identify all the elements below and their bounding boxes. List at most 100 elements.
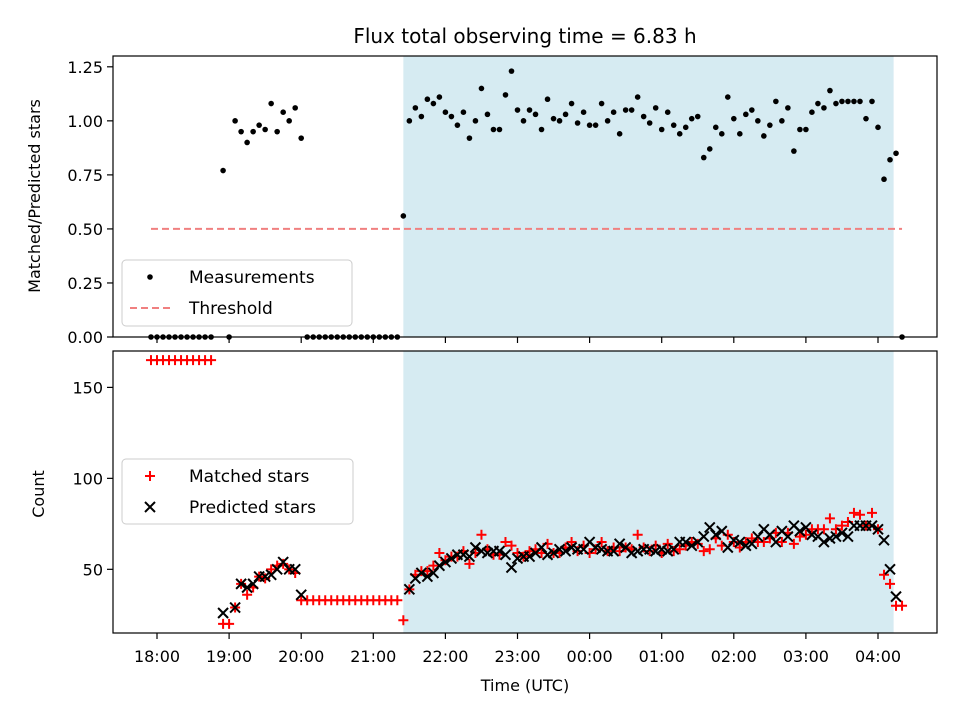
measurement-point: [791, 148, 797, 154]
x-tick-label: 23:00: [494, 647, 540, 666]
matched-star-point: [728, 537, 739, 548]
measurement-point: [472, 118, 479, 124]
measurement-point: [430, 100, 437, 107]
measurement-point: [839, 98, 845, 105]
measurement-point: [478, 85, 485, 92]
measurement-point: [562, 111, 569, 118]
predicted-star-point: [866, 519, 878, 532]
measurement-point: [220, 167, 226, 174]
top-observing-window: [403, 56, 894, 337]
predicted-star-point: [734, 536, 746, 548]
matched-star-point: [788, 538, 799, 549]
predicted-star-point: [794, 525, 806, 537]
top-y-tick-label: 0.25: [67, 274, 103, 293]
legend-label: Matched stars: [189, 467, 309, 487]
predicted-star-point: [878, 534, 890, 546]
measurement-point: [670, 122, 677, 128]
predicted-star-point: [523, 550, 536, 563]
measurement-point: [250, 128, 256, 135]
measurement-point: [749, 107, 755, 113]
matched-star-point: [398, 615, 409, 626]
matched-star-point: [266, 564, 277, 575]
measurement-point: [857, 98, 863, 105]
predicted-star-point: [289, 563, 301, 576]
predicted-star-point: [559, 545, 572, 557]
measurement-point: [436, 94, 443, 100]
predicted-star-point: [415, 567, 428, 579]
measurement-point: [406, 118, 413, 124]
measurement-point: [652, 105, 659, 111]
predicted-star-point: [698, 530, 710, 543]
bottom-series-predicted-stars: [217, 519, 902, 619]
measurement-point: [833, 100, 839, 107]
measurement-point: [893, 150, 899, 157]
matched-star-point: [464, 558, 475, 569]
measurement-point: [724, 94, 731, 100]
measurement-point: [682, 124, 689, 131]
top-y-tick-label: 1.25: [67, 58, 103, 77]
legend-marker-matched: [145, 471, 155, 481]
measurement-point: [761, 133, 767, 139]
predicted-star-point: [235, 578, 247, 590]
measurement-point: [869, 98, 875, 105]
measurement-point: [604, 118, 611, 124]
bottom-panel: 50 100 150 18:00 19:00 20:00 21:00 22:00 23:00 00…: [72, 350, 938, 666]
measurement-point: [586, 122, 593, 128]
predicted-star-point: [421, 570, 434, 583]
matched-star-point: [392, 595, 403, 606]
x-tick-label: 19:00: [206, 647, 252, 666]
measurement-point: [694, 113, 701, 120]
measurement-point: [568, 100, 575, 107]
matched-star-point: [428, 560, 439, 571]
matched-star-point: [590, 544, 601, 555]
measurement-point: [466, 135, 473, 141]
measurement-point: [454, 122, 461, 128]
measurement-point: [292, 105, 298, 111]
predicted-star-point: [872, 523, 884, 536]
bottom-axes-frame: [112, 350, 938, 634]
measurement-point: [232, 118, 238, 124]
measurement-point: [514, 107, 521, 113]
legend-label: Predicted stars: [189, 498, 316, 518]
top-legend: Measurements Threshold: [121, 259, 353, 327]
measurement-point: [538, 126, 545, 133]
predicted-star-point: [842, 530, 854, 543]
measurement-point: [664, 109, 671, 115]
measurement-point: [496, 126, 503, 133]
bottom-y-tick-label: 150: [72, 378, 103, 397]
predicted-star-point: [445, 552, 458, 565]
predicted-star-point: [884, 563, 896, 576]
predicted-star-point: [710, 529, 722, 541]
measurement-point: [274, 128, 280, 135]
top-axes-frame: [112, 55, 938, 338]
measurement-point: [418, 113, 425, 120]
matched-star-point: [794, 531, 805, 542]
matched-star-point: [278, 558, 289, 569]
measurement-point: [574, 120, 581, 126]
measurement-point: [448, 113, 455, 120]
bottom-legend: Matched stars Predicted stars: [121, 458, 354, 525]
measurement-point: [845, 98, 851, 105]
matched-star-point: [854, 509, 865, 520]
measurement-point: [767, 122, 773, 128]
matched-star-point: [698, 546, 709, 557]
top-y-tick-label: 0.75: [67, 166, 103, 185]
matched-star-point: [836, 520, 847, 531]
x-tick-label: 18:00: [134, 647, 180, 666]
top-y-tick-label: 1.00: [67, 112, 103, 131]
x-axis-label: Time (UTC): [480, 676, 569, 695]
measurement-point: [712, 124, 719, 131]
measurement-point: [256, 122, 262, 128]
predicted-star-point: [217, 607, 229, 619]
measurement-point: [490, 126, 497, 133]
measurement-point: [887, 156, 893, 163]
top-panel: 0.00 0.25 0.50 0.75 1.00 1.25 Measurements Thre…: [67, 55, 938, 347]
measurement-point: [508, 68, 515, 74]
predicted-star-point: [229, 601, 241, 614]
measurement-point: [268, 100, 274, 107]
matched-star-point: [500, 537, 511, 548]
predicted-star-point: [686, 539, 698, 552]
measurement-point: [442, 109, 449, 115]
bottom-observing-window: [403, 351, 894, 633]
measurement-point: [785, 105, 791, 111]
